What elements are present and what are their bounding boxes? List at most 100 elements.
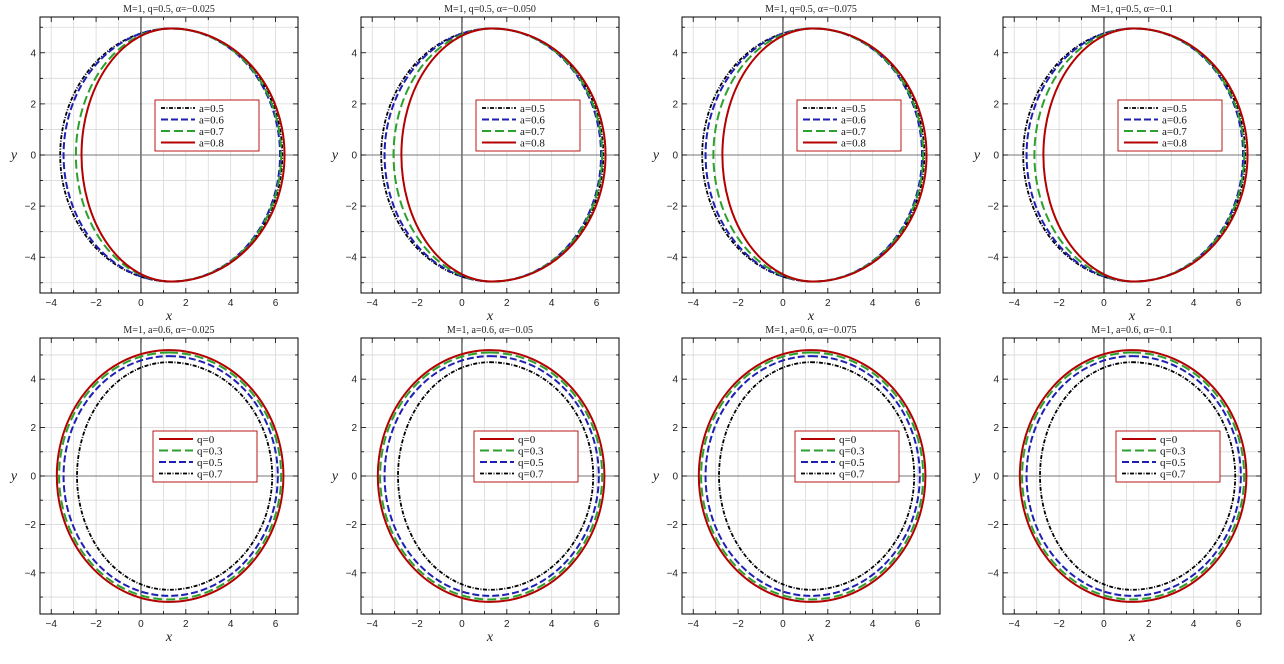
x-tick-label: −2: [1053, 619, 1065, 630]
legend-label: q=0: [518, 434, 536, 446]
legend-label: a=0.8: [199, 138, 224, 150]
panel-title: M=1, q=0.5, α=−0.050: [444, 4, 536, 15]
series-curve-3: [704, 355, 921, 597]
x-tick-label: 0: [138, 619, 144, 630]
x-tick-label: 4: [228, 619, 234, 630]
x-tick-label: 0: [780, 619, 786, 630]
x-axis-label: x: [165, 630, 173, 645]
ticks: [1003, 17, 1261, 293]
x-tick-label: 6: [273, 619, 279, 630]
legend-label: a=0.5: [199, 103, 224, 115]
legend-label: a=0.5: [1162, 103, 1187, 115]
x-tick-label: −4: [688, 298, 700, 309]
legend: q=0q=0.3q=0.5q=0.7: [1115, 430, 1221, 483]
legend-label: q=0.3: [839, 446, 865, 458]
series-curve-4: [718, 361, 916, 591]
x-tick-label: 6: [273, 298, 279, 309]
x-tick-label: 6: [594, 619, 600, 630]
legend-label: q=0.5: [839, 457, 865, 469]
y-axis-label: y: [330, 148, 339, 163]
legend: a=0.5a=0.6a=0.7a=0.8: [796, 99, 902, 152]
series-curve-2: [700, 351, 925, 601]
y-axis-label: y: [972, 148, 981, 163]
series-curve-4: [1039, 361, 1237, 591]
x-tick-label: 2: [825, 619, 831, 630]
legend-label: q=0.3: [518, 446, 544, 458]
y-tick-label: −2: [346, 202, 358, 213]
x-axis-label: x: [486, 309, 494, 324]
y-tick-label: 2: [30, 423, 36, 434]
panel-title: M=1, a=0.6, α=−0.05: [447, 325, 533, 336]
legend-label: q=0.7: [518, 469, 544, 481]
y-tick-label: −2: [988, 202, 1000, 213]
legend-label: a=0.6: [199, 115, 224, 127]
x-tick-label: 6: [1236, 298, 1242, 309]
x-tick-label: 4: [1191, 298, 1197, 309]
y-tick-label: 2: [993, 99, 999, 110]
panel-1: −4 −2 0 2 4 6 −4 −2 0 2 4 x y M=1, q=0.5, α=−0.025 a=0…: [9, 4, 299, 324]
x-tick-label: 4: [1191, 619, 1197, 630]
panel-7: −4 −2 0 2 4 6 −4 −2 0 2 4 x y M=1, a=0.6, α=−0.075 q=0…: [651, 325, 941, 645]
panel-3: −4 −2 0 2 4 6 −4 −2 0 2 4 x y M=1, q=0.5, α=−0.075 a=0…: [651, 4, 941, 324]
x-tick-label: −4: [1009, 298, 1021, 309]
ticks: [1003, 338, 1261, 614]
y-tick-label: 0: [30, 472, 36, 483]
legend-label: a=0.7: [1162, 126, 1187, 138]
legend-label: a=0.5: [841, 103, 866, 115]
x-tick-label: 2: [504, 298, 510, 309]
panel-title: M=1, a=0.6, α=−0.1: [1091, 325, 1172, 336]
x-tick-label: 0: [459, 298, 465, 309]
x-tick-label: 2: [183, 619, 189, 630]
legend-label: q=0: [1160, 434, 1178, 446]
y-tick-label: 4: [993, 375, 999, 386]
series-curve-4: [80, 27, 286, 283]
x-tick-label: 4: [870, 619, 876, 630]
x-tick-label: −2: [90, 619, 102, 630]
series-curve-1: [1018, 349, 1248, 603]
y-axis-label: y: [972, 469, 981, 484]
y-axis-label: y: [330, 469, 339, 484]
x-tick-label: 4: [549, 298, 555, 309]
y-tick-label: 0: [993, 472, 999, 483]
x-tick-label: −4: [367, 298, 379, 309]
x-axis-label: x: [807, 309, 815, 324]
series-curve-1: [376, 349, 606, 603]
y-tick-label: −4: [988, 568, 1000, 579]
ticks: [682, 338, 940, 614]
y-tick-label: 4: [672, 48, 678, 59]
y-tick-label: 2: [351, 423, 357, 434]
x-tick-label: −2: [411, 298, 423, 309]
legend-label: a=0.8: [520, 138, 545, 150]
y-tick-label: −2: [25, 520, 37, 531]
y-tick-label: −4: [346, 253, 358, 264]
legend-label: q=0.7: [197, 469, 223, 481]
x-axis-label: x: [807, 630, 815, 645]
series-curve-3: [383, 355, 600, 597]
series-curve-2: [1021, 351, 1246, 601]
legend-label: q=0.5: [1160, 457, 1186, 469]
x-tick-label: 2: [825, 298, 831, 309]
y-tick-label: 4: [30, 375, 36, 386]
y-tick-label: −2: [25, 202, 37, 213]
y-tick-label: 4: [993, 48, 999, 59]
y-tick-label: −4: [25, 568, 37, 579]
x-tick-label: 2: [183, 298, 189, 309]
panel-title: M=1, q=0.5, α=−0.025: [123, 4, 215, 15]
legend-label: a=0.6: [1162, 115, 1187, 127]
series-curve-4: [400, 27, 607, 283]
y-axis-label: y: [9, 469, 18, 484]
ticks: [361, 17, 619, 293]
y-tick-label: −4: [667, 253, 679, 264]
panel-title: M=1, q=0.5, α=−0.075: [765, 4, 857, 15]
x-tick-label: 2: [1146, 298, 1152, 309]
x-tick-label: −4: [367, 619, 379, 630]
series-curve-1: [697, 349, 927, 603]
panel-title: M=1, q=0.5, α=−0.1: [1091, 4, 1173, 15]
y-axis-label: y: [9, 148, 18, 163]
x-tick-label: 0: [459, 619, 465, 630]
y-tick-label: −2: [988, 520, 1000, 531]
ticks: [40, 338, 298, 614]
y-tick-label: −4: [667, 568, 679, 579]
